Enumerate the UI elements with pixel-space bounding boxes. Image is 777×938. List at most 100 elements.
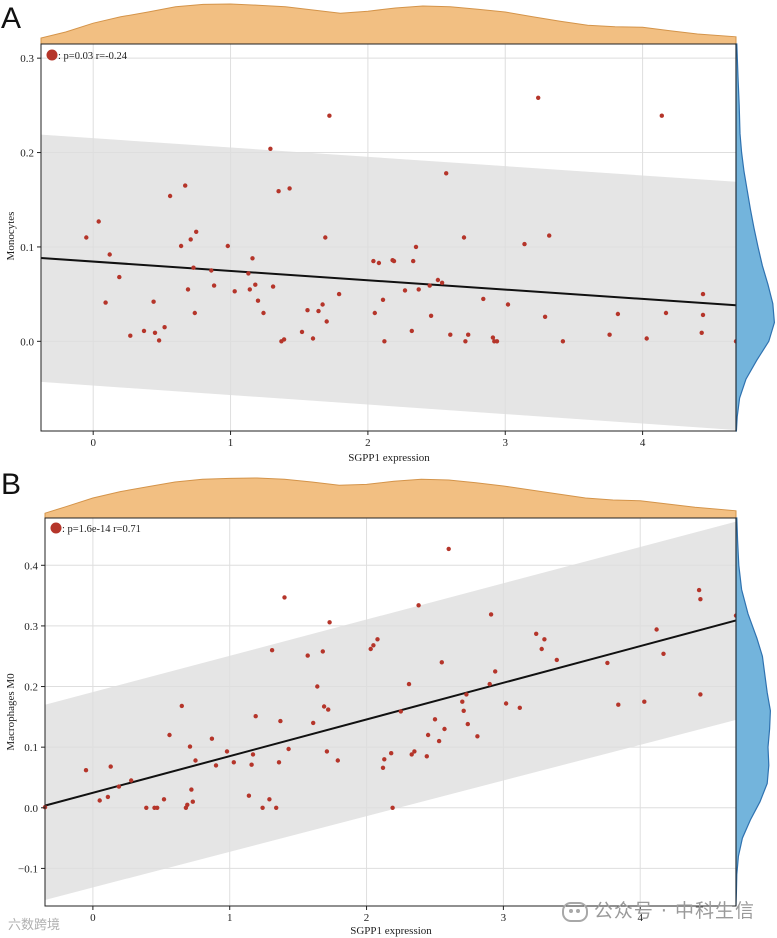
panel-a-x-tick-label-3: 3: [502, 437, 508, 449]
panel-a-point-71: [536, 95, 541, 101]
panel-b-point-71: [503, 701, 509, 706]
panel-b-x-tick-label-3: 3: [501, 912, 507, 924]
panel-a-point-79: [663, 310, 669, 316]
panel-b-point-39: [321, 704, 327, 709]
panel-a-frame: [40, 43, 737, 432]
panel-b-letter: B: [1, 468, 21, 501]
panel-a-point-80: [699, 330, 704, 335]
panel-b-point-37: [315, 684, 320, 689]
panel-a-point-12: [178, 243, 184, 249]
panel-a-point-34: [287, 186, 292, 191]
panel-a-y-tick-label-1: 0.1: [20, 242, 34, 254]
panel-b-x-ticks: 0 1 2 3 4: [90, 906, 643, 924]
panel-b-point-23: [246, 793, 252, 798]
panel-a-points: [84, 95, 739, 344]
panel-b-point-1: [83, 768, 89, 773]
panel-b-point-62: [446, 546, 451, 552]
panel-b-point-4: [108, 764, 113, 769]
panel-a-letter: A: [1, 2, 21, 35]
panel-b-point-7: [144, 805, 149, 810]
panel-b-point-27: [260, 805, 265, 810]
panel-b-legend-marker: [50, 522, 62, 534]
panel-b-y-tick-label-5: 0.4: [24, 560, 38, 572]
panel-a-point-15: [188, 237, 193, 242]
panel-a-y-tick-label-0: 0.0: [20, 336, 34, 348]
panel-a-y-tick-label-2: 0.2: [20, 148, 34, 160]
panel-b-regression-line: [44, 619, 737, 807]
panel-b-y-tick-label-2: 0.1: [24, 742, 38, 754]
panel-b-point-74: [539, 646, 544, 652]
panel-a-point-3: [107, 252, 112, 257]
watermark-corner: 六数跨境: [8, 914, 60, 933]
panel-b-legend-label: : p=1.6e-14 r=0.71: [62, 524, 141, 535]
panel-b-point-22: [231, 760, 236, 765]
panel-a-point-72: [542, 314, 548, 319]
panel-b-x-tick-label-1: 1: [227, 912, 233, 924]
panel-a-point-40: [323, 235, 328, 240]
panel-b-confidence-band: [45, 521, 736, 900]
panel-b-point-29: [269, 648, 275, 653]
panel-b-y-density: [735, 517, 772, 907]
panel-b-point-63: [460, 699, 465, 704]
panel-b-point-51: [398, 709, 403, 714]
panel-b-point-16: [189, 787, 194, 792]
panel-a-point-0: [84, 235, 89, 240]
panel-a-x-ticks: 0 1 2 3 4: [90, 431, 646, 449]
panel-a-point-25: [250, 256, 255, 261]
panel-b-point-50: [390, 805, 395, 810]
panel-a-point-41: [324, 319, 329, 324]
panel-a-legend-marker: [46, 49, 58, 61]
panel-a-point-43: [336, 291, 342, 297]
panel-b-point-59: [436, 738, 442, 744]
panel-b-y-axis-label: Macrophages M0: [5, 673, 17, 751]
panel-a-point-74: [560, 339, 566, 344]
panel-b-point-32: [278, 718, 283, 724]
panel-b-point-24: [249, 762, 254, 767]
panel-b-point-60: [439, 660, 444, 665]
panel-a-point-42: [327, 113, 332, 118]
panel-b-point-41: [327, 620, 332, 625]
panel-b-point-38: [320, 649, 325, 654]
panel-b-point-18: [193, 758, 198, 763]
panel-b-point-2: [97, 798, 102, 803]
panel-a-point-82: [700, 291, 706, 297]
panel-b-point-17: [190, 799, 195, 804]
panel-a-point-14: [185, 287, 191, 292]
panel-b-point-65: [464, 692, 469, 697]
panel-a-point-8: [152, 330, 158, 335]
panel-a-point-30: [270, 284, 276, 289]
panel-a-point-50: [391, 258, 397, 264]
panel-a-point-78: [659, 113, 664, 118]
panel-b-point-49: [389, 751, 394, 756]
panel-b-point-78: [616, 702, 621, 707]
panel-b-point-64: [461, 708, 466, 713]
panel-b-point-43: [335, 758, 340, 763]
panel-b-point-34: [286, 746, 291, 752]
panel-b-point-66: [465, 721, 470, 727]
panel-a-x-axis-label: SGPP1 expression: [348, 452, 430, 464]
panel-a-point-6: [141, 328, 147, 334]
panel-a-point-47: [380, 297, 386, 302]
panel-b-point-69: [488, 612, 494, 617]
panel-b-point-5: [116, 784, 122, 789]
panel-a-point-29: [268, 146, 273, 151]
panel-b-x-axis-label: SGPP1 expression: [350, 925, 432, 937]
panel-b-point-15: [187, 744, 193, 749]
panel-b-point-14: [185, 802, 190, 807]
panel-b-point-70: [493, 669, 498, 674]
panel-a-point-62: [461, 235, 467, 240]
panel-a-point-19: [209, 268, 214, 273]
panel-b-point-11: [167, 732, 172, 738]
panel-b-point-21: [224, 749, 230, 754]
panel-b-point-12: [179, 703, 184, 709]
panel-a-point-76: [615, 311, 621, 317]
panel-a-point-21: [225, 243, 230, 249]
panel-b-point-28: [267, 797, 272, 802]
panel-a: A 0 1 2 3 4 0.0 0.1 0.2 0.3 SGPP1 expression Mo…: [1, 2, 776, 464]
panel-a-legend-label: : p=0.03 r=-0.24: [58, 51, 128, 62]
panel-b-x-tick-label-2: 2: [364, 912, 370, 924]
panel-a-point-75: [607, 332, 612, 337]
panel-a-point-7: [151, 299, 156, 304]
panel-b-point-6: [129, 778, 134, 783]
